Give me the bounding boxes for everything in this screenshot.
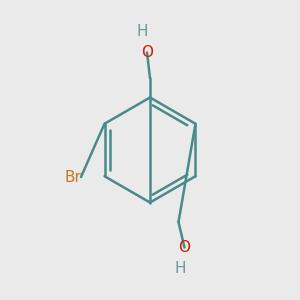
Text: H: H	[174, 261, 186, 276]
Text: O: O	[178, 240, 190, 255]
Text: O: O	[141, 45, 153, 60]
Text: Br: Br	[64, 169, 81, 184]
Text: H: H	[137, 24, 148, 39]
